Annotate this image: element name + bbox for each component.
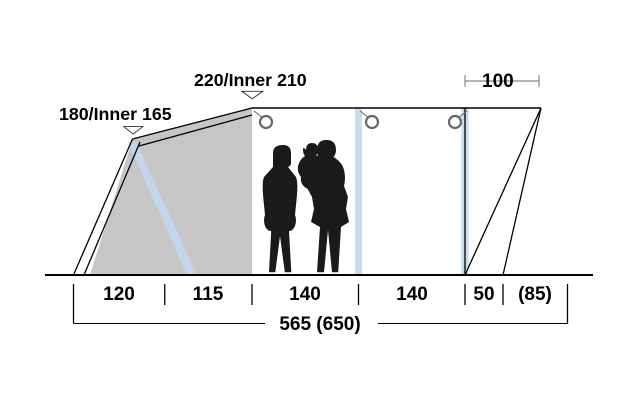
svg-text:115: 115 xyxy=(193,284,224,305)
svg-text:220/Inner 210: 220/Inner 210 xyxy=(194,70,307,90)
svg-text:100: 100 xyxy=(482,71,514,92)
svg-text:180/Inner 165: 180/Inner 165 xyxy=(59,104,172,124)
svg-text:140: 140 xyxy=(289,284,321,305)
svg-text:120: 120 xyxy=(103,284,135,305)
svg-text:50: 50 xyxy=(473,284,494,305)
svg-text:565 (650): 565 (650) xyxy=(279,314,360,335)
svg-text:140: 140 xyxy=(396,284,428,305)
svg-text:(85): (85) xyxy=(518,284,552,305)
